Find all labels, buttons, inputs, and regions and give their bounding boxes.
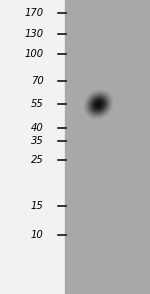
Text: 170: 170: [24, 8, 44, 18]
Text: 35: 35: [31, 136, 43, 146]
Text: 40: 40: [31, 123, 43, 133]
Text: 10: 10: [31, 230, 43, 240]
Text: 70: 70: [31, 76, 43, 86]
Text: 100: 100: [24, 49, 44, 59]
Bar: [65, 0, 150, 294]
Text: 25: 25: [31, 155, 43, 165]
Text: 15: 15: [31, 201, 43, 211]
Text: 55: 55: [31, 99, 43, 109]
Text: 130: 130: [24, 29, 44, 39]
Bar: [0, 0, 65, 294]
